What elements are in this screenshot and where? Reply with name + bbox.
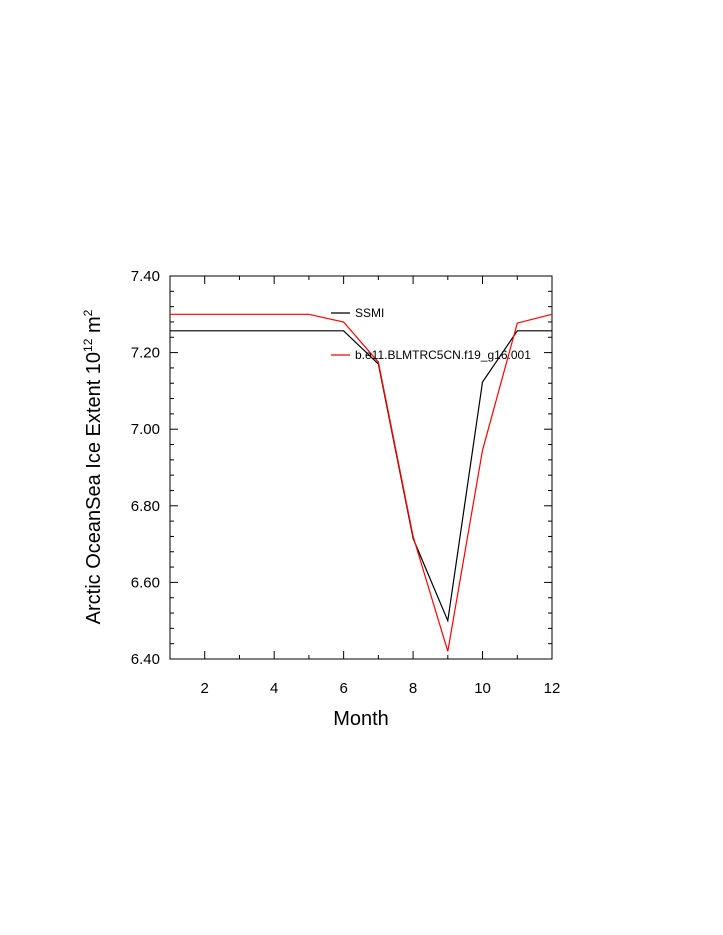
legend-label: SSMI <box>355 306 384 320</box>
legend: SSMI b.e11.BLMTRC5CN.f19_g16.001 <box>331 306 531 362</box>
x-tick-label: 12 <box>544 680 561 697</box>
x-tick-label: 10 <box>474 680 491 697</box>
y-axis-title: Arctic OceanSea Ice Extent 1012 m2 <box>81 309 105 624</box>
series-line-model <box>170 313 553 652</box>
series-lines <box>170 313 553 652</box>
y-tick-label: 7.20 <box>131 345 160 362</box>
y-tick-label: 7.00 <box>131 421 160 438</box>
x-tick-label: 6 <box>339 680 347 697</box>
plot-frame <box>169 275 553 660</box>
y-tick-label: 6.60 <box>131 574 160 591</box>
axis-tick-labels: 2 4 6 8 10 12 6.40 6.60 6.80 7.00 7.20 7.40 <box>131 268 561 697</box>
y-axis-title-text: Arctic OceanSea Ice Extent 10 <box>83 352 105 624</box>
y-tick-label: 7.40 <box>131 268 160 285</box>
y-axis-title-unit-exponent: 2 <box>81 309 95 316</box>
x-tick-label: 8 <box>409 680 417 697</box>
x-tick-label: 2 <box>201 680 209 697</box>
y-tick-label: 6.40 <box>131 651 160 668</box>
axis-ticks <box>169 275 553 660</box>
x-axis-title: Month <box>333 708 389 730</box>
y-axis-title-unit: m <box>83 316 105 338</box>
y-tick-label: 6.80 <box>131 498 160 515</box>
x-tick-label: 4 <box>270 680 278 697</box>
y-axis-title-exponent: 12 <box>81 338 95 352</box>
legend-label: b.e11.BLMTRC5CN.f19_g16.001 <box>355 348 531 362</box>
series-line-ssmi <box>170 330 552 623</box>
